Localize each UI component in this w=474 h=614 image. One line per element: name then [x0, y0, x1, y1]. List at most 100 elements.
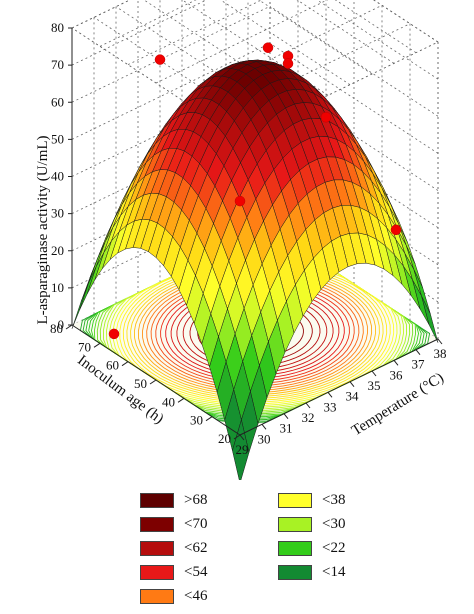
- grid-line: [316, 0, 439, 80]
- z-axis-label: L-asparaginase activity (U/mL): [35, 135, 51, 324]
- box-edge: [71, 27, 241, 139]
- surface-patch: [87, 252, 105, 294]
- legend: >68 <70 <62 <54 <46 <38 <30 <22 <14: [0, 480, 474, 614]
- legend-item: <62: [140, 540, 207, 556]
- x-tick: [415, 349, 421, 355]
- z-tick-label: 20: [51, 243, 64, 258]
- y-tick: [205, 416, 213, 422]
- grid-line: [115, 6, 285, 118]
- y-tick-label: 30: [190, 413, 203, 428]
- observed-point: [262, 42, 274, 53]
- legend-swatch: [278, 516, 312, 532]
- x-tick-label: 36: [390, 367, 404, 382]
- surface-plot: 0 10 20 30 40 50 60 70 80 20 30 40 50 60 70 80 29 30 31 32 3…: [35, 0, 447, 480]
- surface-patch: [232, 418, 250, 480]
- grid-line: [71, 5, 271, 103]
- y-tick-label: 20: [218, 431, 231, 446]
- z-tick-label: 30: [51, 206, 64, 221]
- legend-label: <22: [322, 539, 346, 556]
- x-tick-label: 33: [324, 399, 337, 414]
- legend-label: <70: [184, 515, 208, 532]
- observed-point: [390, 224, 402, 236]
- legend-swatch: [278, 492, 312, 508]
- y-tick: [233, 434, 241, 440]
- grid-line: [127, 0, 263, 66]
- grid-line: [219, 0, 351, 86]
- x-tick-label: 31: [280, 421, 293, 436]
- legend-item: <30: [278, 516, 345, 532]
- y-tick-label: 50: [134, 376, 147, 391]
- legend-item: <38: [278, 492, 345, 508]
- z-tick-label: 70: [51, 57, 64, 72]
- grid-line: [93, 16, 263, 128]
- observed-point: [108, 328, 120, 340]
- grid-line: [373, 0, 439, 43]
- legend-item: <54: [140, 564, 207, 580]
- x-tick: [283, 413, 289, 419]
- x-tick: [371, 370, 377, 377]
- x-tick-label: 29: [236, 442, 249, 457]
- grid-line: [71, 0, 131, 29]
- x-tick: [239, 434, 245, 441]
- legend-item: <22: [278, 540, 345, 556]
- legend-label: >68: [184, 491, 208, 508]
- grid-line: [99, 0, 197, 47]
- legend-label: <14: [322, 563, 346, 580]
- legend-label: <62: [184, 539, 208, 556]
- y-tick: [93, 342, 101, 348]
- response-surface: [71, 59, 439, 480]
- x-tick: [305, 402, 311, 409]
- grid-line: [296, 0, 395, 64]
- z-tick-label: 10: [51, 280, 64, 295]
- x-tick-label: 35: [368, 378, 381, 393]
- y-tick: [149, 379, 157, 385]
- box-edge: [373, 0, 439, 43]
- z-tick-label: 50: [51, 131, 64, 146]
- y-tick-label: 70: [78, 339, 91, 354]
- x-tick-label: 38: [434, 346, 447, 361]
- legend-swatch: [140, 588, 174, 604]
- z-tick-label: 60: [51, 94, 64, 109]
- legend-item: <46: [140, 588, 207, 604]
- x-axis-line: [239, 338, 439, 436]
- grid-line: [143, 0, 307, 107]
- legend-swatch: [140, 564, 174, 580]
- grid-line: [269, 5, 439, 117]
- grid-line: [71, 43, 271, 140]
- x-tick: [261, 424, 267, 430]
- x-tick: [393, 360, 399, 366]
- legend-swatch: [140, 516, 174, 532]
- x-tick: [327, 392, 333, 398]
- observed-point: [234, 195, 246, 207]
- grid-line: [181, 0, 329, 96]
- observed-point: [282, 58, 294, 69]
- legend-item: <70: [140, 516, 207, 532]
- z-tick-label: 80: [51, 20, 64, 35]
- legend-swatch: [278, 540, 312, 556]
- x-tick-label: 30: [258, 431, 271, 446]
- legend-item: >68: [140, 492, 207, 508]
- z-tick-label: 40: [51, 169, 64, 184]
- legend-label: <38: [322, 491, 346, 508]
- legend-item: <14: [278, 564, 345, 580]
- legend-label: <54: [184, 563, 208, 580]
- legend-label: <46: [184, 587, 208, 604]
- grid-line: [71, 0, 131, 29]
- observed-point: [320, 111, 332, 123]
- y-tick-label: 60: [106, 358, 119, 373]
- legend-label: <30: [322, 515, 346, 532]
- x-tick: [349, 381, 355, 387]
- y-tick: [65, 324, 73, 330]
- z-tick-label: 0: [58, 317, 65, 332]
- y-tick: [121, 361, 129, 367]
- y-tick-label: 80: [50, 321, 63, 336]
- y-tick-label: 40: [162, 394, 175, 409]
- y-tick: [177, 397, 185, 403]
- box-edge: [71, 0, 131, 29]
- legend-swatch: [140, 492, 174, 508]
- x-tick: [437, 338, 443, 345]
- grid-line: [269, 80, 439, 191]
- observed-points: [108, 42, 402, 340]
- x-tick-label: 32: [302, 410, 315, 425]
- grid-line: [71, 0, 208, 66]
